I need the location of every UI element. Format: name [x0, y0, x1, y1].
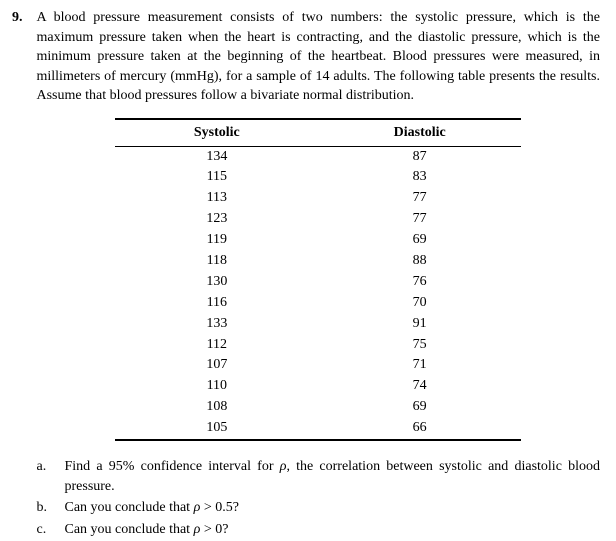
- cell-diastolic: 70: [318, 293, 521, 314]
- subpart-b: b. Can you conclude that ρ > 0.5?: [37, 498, 601, 518]
- cell-systolic: 107: [115, 355, 318, 376]
- cell-diastolic: 91: [318, 314, 521, 335]
- cell-systolic: 123: [115, 209, 318, 230]
- table-row: 11377: [115, 188, 521, 209]
- table-row: 11275: [115, 335, 521, 356]
- cell-systolic: 134: [115, 146, 318, 167]
- cell-systolic: 130: [115, 272, 318, 293]
- subpart-b-text: Can you conclude that ρ > 0.5?: [65, 498, 601, 518]
- table-row: 10869: [115, 397, 521, 418]
- problem-statement: A blood pressure measurement consists of…: [37, 8, 601, 106]
- problem-body: A blood pressure measurement consists of…: [37, 8, 601, 541]
- cell-diastolic: 66: [318, 418, 521, 440]
- cell-diastolic: 88: [318, 251, 521, 272]
- subpart-c-text: Can you conclude that ρ > 0?: [65, 520, 601, 540]
- data-table: Systolic Diastolic 13487 11583 11377 123…: [115, 118, 521, 441]
- table-row: 13076: [115, 272, 521, 293]
- subpart-a-label: a.: [37, 457, 51, 496]
- subpart-c-label: c.: [37, 520, 51, 540]
- cell-diastolic: 74: [318, 376, 521, 397]
- cell-diastolic: 87: [318, 146, 521, 167]
- cell-diastolic: 77: [318, 209, 521, 230]
- cell-systolic: 105: [115, 418, 318, 440]
- cell-diastolic: 77: [318, 188, 521, 209]
- cell-systolic: 116: [115, 293, 318, 314]
- table-row: 11583: [115, 167, 521, 188]
- table-row: 13391: [115, 314, 521, 335]
- problem-container: 9. A blood pressure measurement consists…: [12, 8, 600, 541]
- subpart-a-text: Find a 95% confidence interval for ρ, th…: [65, 457, 601, 496]
- table-header-row: Systolic Diastolic: [115, 119, 521, 146]
- table-row: 12377: [115, 209, 521, 230]
- subpart-c: c. Can you conclude that ρ > 0?: [37, 520, 601, 540]
- cell-diastolic: 83: [318, 167, 521, 188]
- cell-systolic: 115: [115, 167, 318, 188]
- col-header-systolic: Systolic: [115, 119, 318, 146]
- table-row: 10566: [115, 418, 521, 440]
- subparts: a. Find a 95% confidence interval for ρ,…: [37, 457, 601, 539]
- cell-systolic: 113: [115, 188, 318, 209]
- cell-systolic: 112: [115, 335, 318, 356]
- table-row: 11670: [115, 293, 521, 314]
- table-row: 11969: [115, 230, 521, 251]
- cell-systolic: 118: [115, 251, 318, 272]
- cell-diastolic: 69: [318, 397, 521, 418]
- cell-diastolic: 71: [318, 355, 521, 376]
- table-row: 10771: [115, 355, 521, 376]
- cell-systolic: 108: [115, 397, 318, 418]
- table-row: 11074: [115, 376, 521, 397]
- table-row: 11888: [115, 251, 521, 272]
- table-row: 13487: [115, 146, 521, 167]
- cell-systolic: 119: [115, 230, 318, 251]
- cell-diastolic: 69: [318, 230, 521, 251]
- subpart-a: a. Find a 95% confidence interval for ρ,…: [37, 457, 601, 496]
- cell-diastolic: 76: [318, 272, 521, 293]
- col-header-diastolic: Diastolic: [318, 119, 521, 146]
- subpart-b-label: b.: [37, 498, 51, 518]
- problem-number: 9.: [12, 8, 23, 541]
- cell-systolic: 110: [115, 376, 318, 397]
- cell-diastolic: 75: [318, 335, 521, 356]
- cell-systolic: 133: [115, 314, 318, 335]
